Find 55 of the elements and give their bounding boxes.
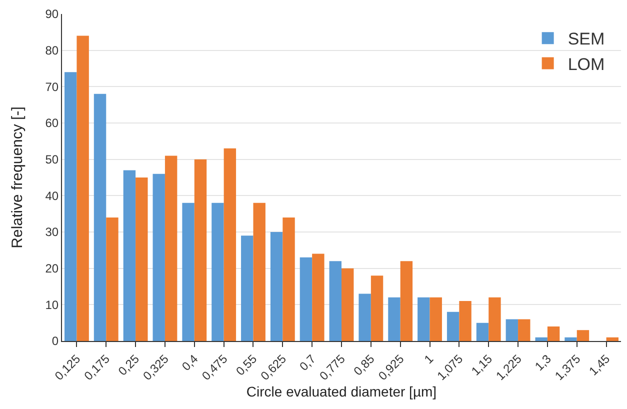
bar [358, 294, 371, 341]
bar [446, 312, 460, 341]
bar [576, 330, 590, 341]
bar [388, 297, 400, 341]
bar [329, 261, 342, 341]
bar [106, 217, 118, 341]
bar [476, 322, 489, 341]
bar [224, 148, 236, 341]
x-tick-label: 1,3 [532, 352, 554, 374]
bar [370, 276, 384, 341]
y-tick-label: 0 [52, 334, 59, 348]
x-tick-label: 1 [421, 352, 436, 366]
bar [136, 178, 148, 341]
bar [312, 254, 324, 341]
bar [459, 301, 472, 341]
bar [300, 257, 312, 341]
y-tick-label: 40 [45, 188, 59, 203]
bar [506, 319, 518, 341]
bar [518, 319, 530, 341]
y-tick-label: 10 [45, 298, 59, 312]
y-tick-label: 60 [45, 116, 59, 130]
bar [164, 156, 178, 341]
bar [488, 297, 501, 341]
bar [253, 202, 266, 341]
x-axis-title: Circle evaluated diameter [µm] [246, 383, 437, 400]
bar [418, 297, 430, 341]
bar [94, 94, 106, 341]
bar [342, 268, 354, 341]
bar [282, 217, 295, 341]
bar [606, 337, 618, 341]
bar [194, 159, 207, 341]
bar [123, 170, 136, 341]
bar [270, 232, 283, 341]
legend-label: LOM [568, 54, 605, 74]
x-tick-label: 0,4 [179, 352, 201, 374]
bar [152, 174, 165, 341]
bar [400, 261, 413, 341]
bar [76, 36, 89, 341]
bar [547, 326, 560, 341]
y-tick-label: 80 [45, 44, 59, 58]
y-tick-label: 30 [45, 225, 59, 240]
bar [182, 202, 194, 341]
bar [212, 202, 224, 341]
x-tick-label: 0,7 [296, 352, 319, 374]
bar [535, 337, 548, 341]
y-tick-label: 20 [45, 262, 59, 276]
y-axis-title: Relative frequency [-] [9, 106, 26, 248]
bar [241, 236, 254, 341]
bar [564, 337, 577, 341]
legend-label: SEM [568, 30, 605, 49]
y-tick-label: 50 [45, 152, 59, 167]
y-tick-label: 90 [45, 7, 59, 22]
y-tick-label: 70 [45, 80, 59, 94]
bar [430, 297, 442, 341]
bar [64, 72, 77, 341]
